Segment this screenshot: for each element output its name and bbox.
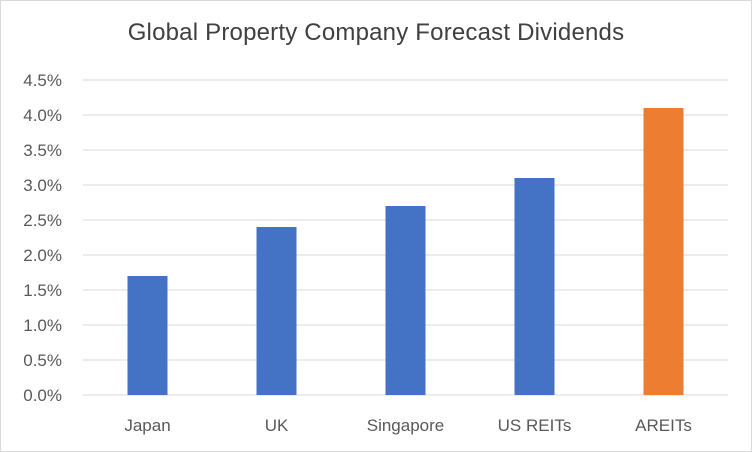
- bar-singapore: [385, 206, 426, 395]
- x-tick-label: Japan: [124, 416, 170, 435]
- bar-areits: [643, 108, 684, 395]
- y-axis-tick-labels: 0.0% 0.5% 1.0% 1.5% 2.0% 2.5% 3.0% 3.5% 4.0% 4.5%: [23, 71, 62, 405]
- y-tick-label: 2.0%: [23, 246, 62, 265]
- y-tick-label: 3.5%: [23, 141, 62, 160]
- x-tick-label: AREITs: [635, 416, 692, 435]
- y-tick-label: 1.5%: [23, 281, 62, 300]
- bar-japan: [127, 276, 168, 395]
- y-tick-label: 0.0%: [23, 386, 62, 405]
- y-tick-label: 2.5%: [23, 211, 62, 230]
- x-tick-label: UK: [265, 416, 289, 435]
- chart-title: Global Property Company Forecast Dividen…: [127, 19, 625, 46]
- bar-uk: [256, 227, 297, 395]
- y-tick-label: 3.0%: [23, 176, 62, 195]
- y-tick-label: 4.0%: [23, 106, 62, 125]
- y-tick-label: 0.5%: [23, 351, 62, 370]
- bars: [127, 108, 684, 395]
- x-tick-label: Singapore: [367, 416, 445, 435]
- bar-us-reits: [514, 178, 555, 395]
- y-tick-label: 4.5%: [23, 71, 62, 90]
- x-axis-tick-labels: Japan UK Singapore US REITs AREITs: [124, 416, 692, 435]
- y-tick-label: 1.0%: [23, 316, 62, 335]
- x-tick-label: US REITs: [498, 416, 572, 435]
